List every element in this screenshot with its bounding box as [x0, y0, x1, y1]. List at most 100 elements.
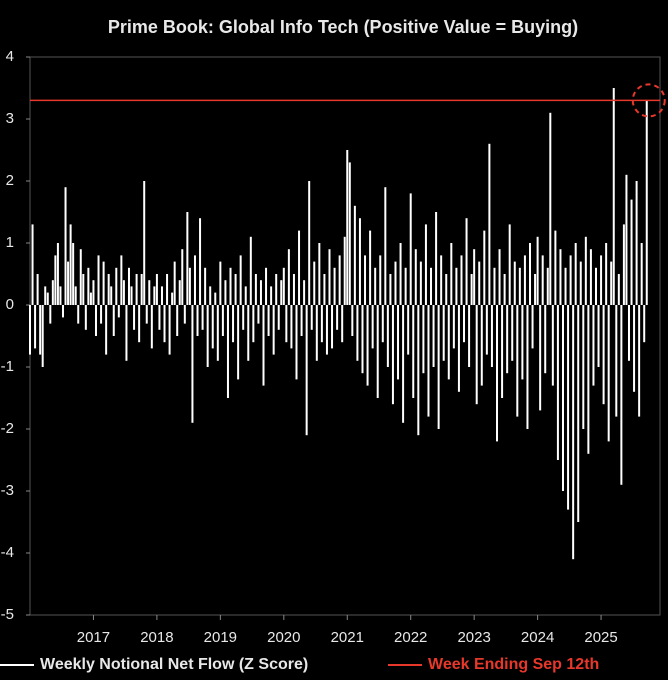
bar: [488, 143, 491, 305]
bar: [597, 305, 600, 367]
bar: [356, 305, 359, 361]
bar: [331, 305, 334, 349]
bar: [592, 305, 595, 386]
bar: [102, 261, 105, 305]
bar: [465, 218, 468, 305]
bar: [206, 305, 209, 367]
bar: [100, 305, 103, 324]
bar: [229, 267, 232, 305]
bar: [247, 305, 250, 361]
bar: [457, 305, 460, 392]
bar: [292, 274, 295, 305]
y-tick-label: -3: [1, 482, 14, 499]
bar: [371, 305, 374, 349]
bar: [521, 305, 524, 380]
bar: [475, 305, 478, 405]
bar: [265, 267, 268, 305]
bar: [61, 305, 64, 318]
bar: [84, 305, 87, 330]
bar: [115, 267, 118, 305]
bar: [232, 305, 235, 343]
bar: [122, 280, 125, 305]
bar: [600, 255, 603, 305]
bar: [369, 230, 372, 305]
y-tick-label: -4: [1, 544, 14, 561]
bar: [59, 286, 62, 305]
chart-title: Prime Book: Global Info Tech (Positive V…: [108, 17, 578, 37]
bar: [351, 305, 354, 336]
bar: [234, 274, 237, 305]
bar: [54, 255, 57, 305]
bar: [112, 305, 115, 336]
x-tick-label: 2025: [584, 629, 617, 646]
x-tick-label: 2021: [331, 629, 364, 646]
bar: [204, 267, 207, 305]
bar: [445, 274, 448, 305]
bar: [252, 305, 255, 343]
bar: [166, 274, 169, 305]
bar: [242, 305, 245, 330]
bar: [638, 305, 641, 417]
bar: [333, 267, 336, 305]
bar: [577, 305, 580, 522]
bar: [551, 305, 554, 386]
bar: [630, 199, 633, 305]
bar: [300, 305, 303, 336]
bar: [77, 305, 80, 324]
bar: [414, 249, 417, 305]
bar: [336, 305, 339, 330]
bar: [51, 280, 54, 305]
y-tick-label: -5: [1, 606, 14, 623]
bar: [74, 286, 77, 305]
bar: [610, 261, 613, 305]
bar: [308, 181, 311, 305]
bar: [493, 267, 496, 305]
bar: [318, 243, 321, 305]
bar: [282, 267, 285, 305]
bar: [199, 218, 202, 305]
bar: [31, 224, 34, 305]
bar: [463, 305, 466, 343]
bar: [523, 255, 526, 305]
bar: [640, 243, 643, 305]
bar: [338, 255, 341, 305]
bar: [539, 305, 542, 411]
y-tick-label: 4: [6, 48, 14, 65]
bar: [643, 305, 646, 343]
bar: [529, 243, 531, 305]
bar: [285, 305, 288, 343]
bar: [46, 292, 49, 305]
bar: [211, 305, 214, 349]
bar: [64, 187, 67, 305]
bar: [193, 255, 196, 305]
bar: [417, 305, 420, 436]
bar: [430, 267, 433, 305]
bar: [145, 305, 148, 324]
bar: [277, 305, 280, 330]
bar: [617, 274, 620, 305]
bar: [209, 286, 212, 305]
bar: [399, 243, 402, 305]
bar: [163, 305, 166, 343]
bar: [178, 280, 181, 305]
bar: [353, 205, 356, 305]
bar: [226, 305, 229, 398]
bar: [374, 267, 377, 305]
bar: [531, 305, 534, 349]
bar: [135, 274, 138, 305]
bar: [275, 274, 278, 305]
bar: [315, 305, 318, 361]
bar: [127, 267, 130, 305]
bar: [480, 305, 483, 386]
bar: [615, 305, 618, 417]
bar: [536, 236, 539, 305]
bar: [171, 292, 174, 305]
legend-label: Week Ending Sep 12th: [428, 656, 599, 673]
bar: [397, 305, 400, 380]
bar: [513, 261, 516, 305]
x-tick-label: 2019: [204, 629, 237, 646]
bar: [49, 305, 52, 324]
bar: [196, 305, 199, 336]
bar: [221, 305, 224, 336]
